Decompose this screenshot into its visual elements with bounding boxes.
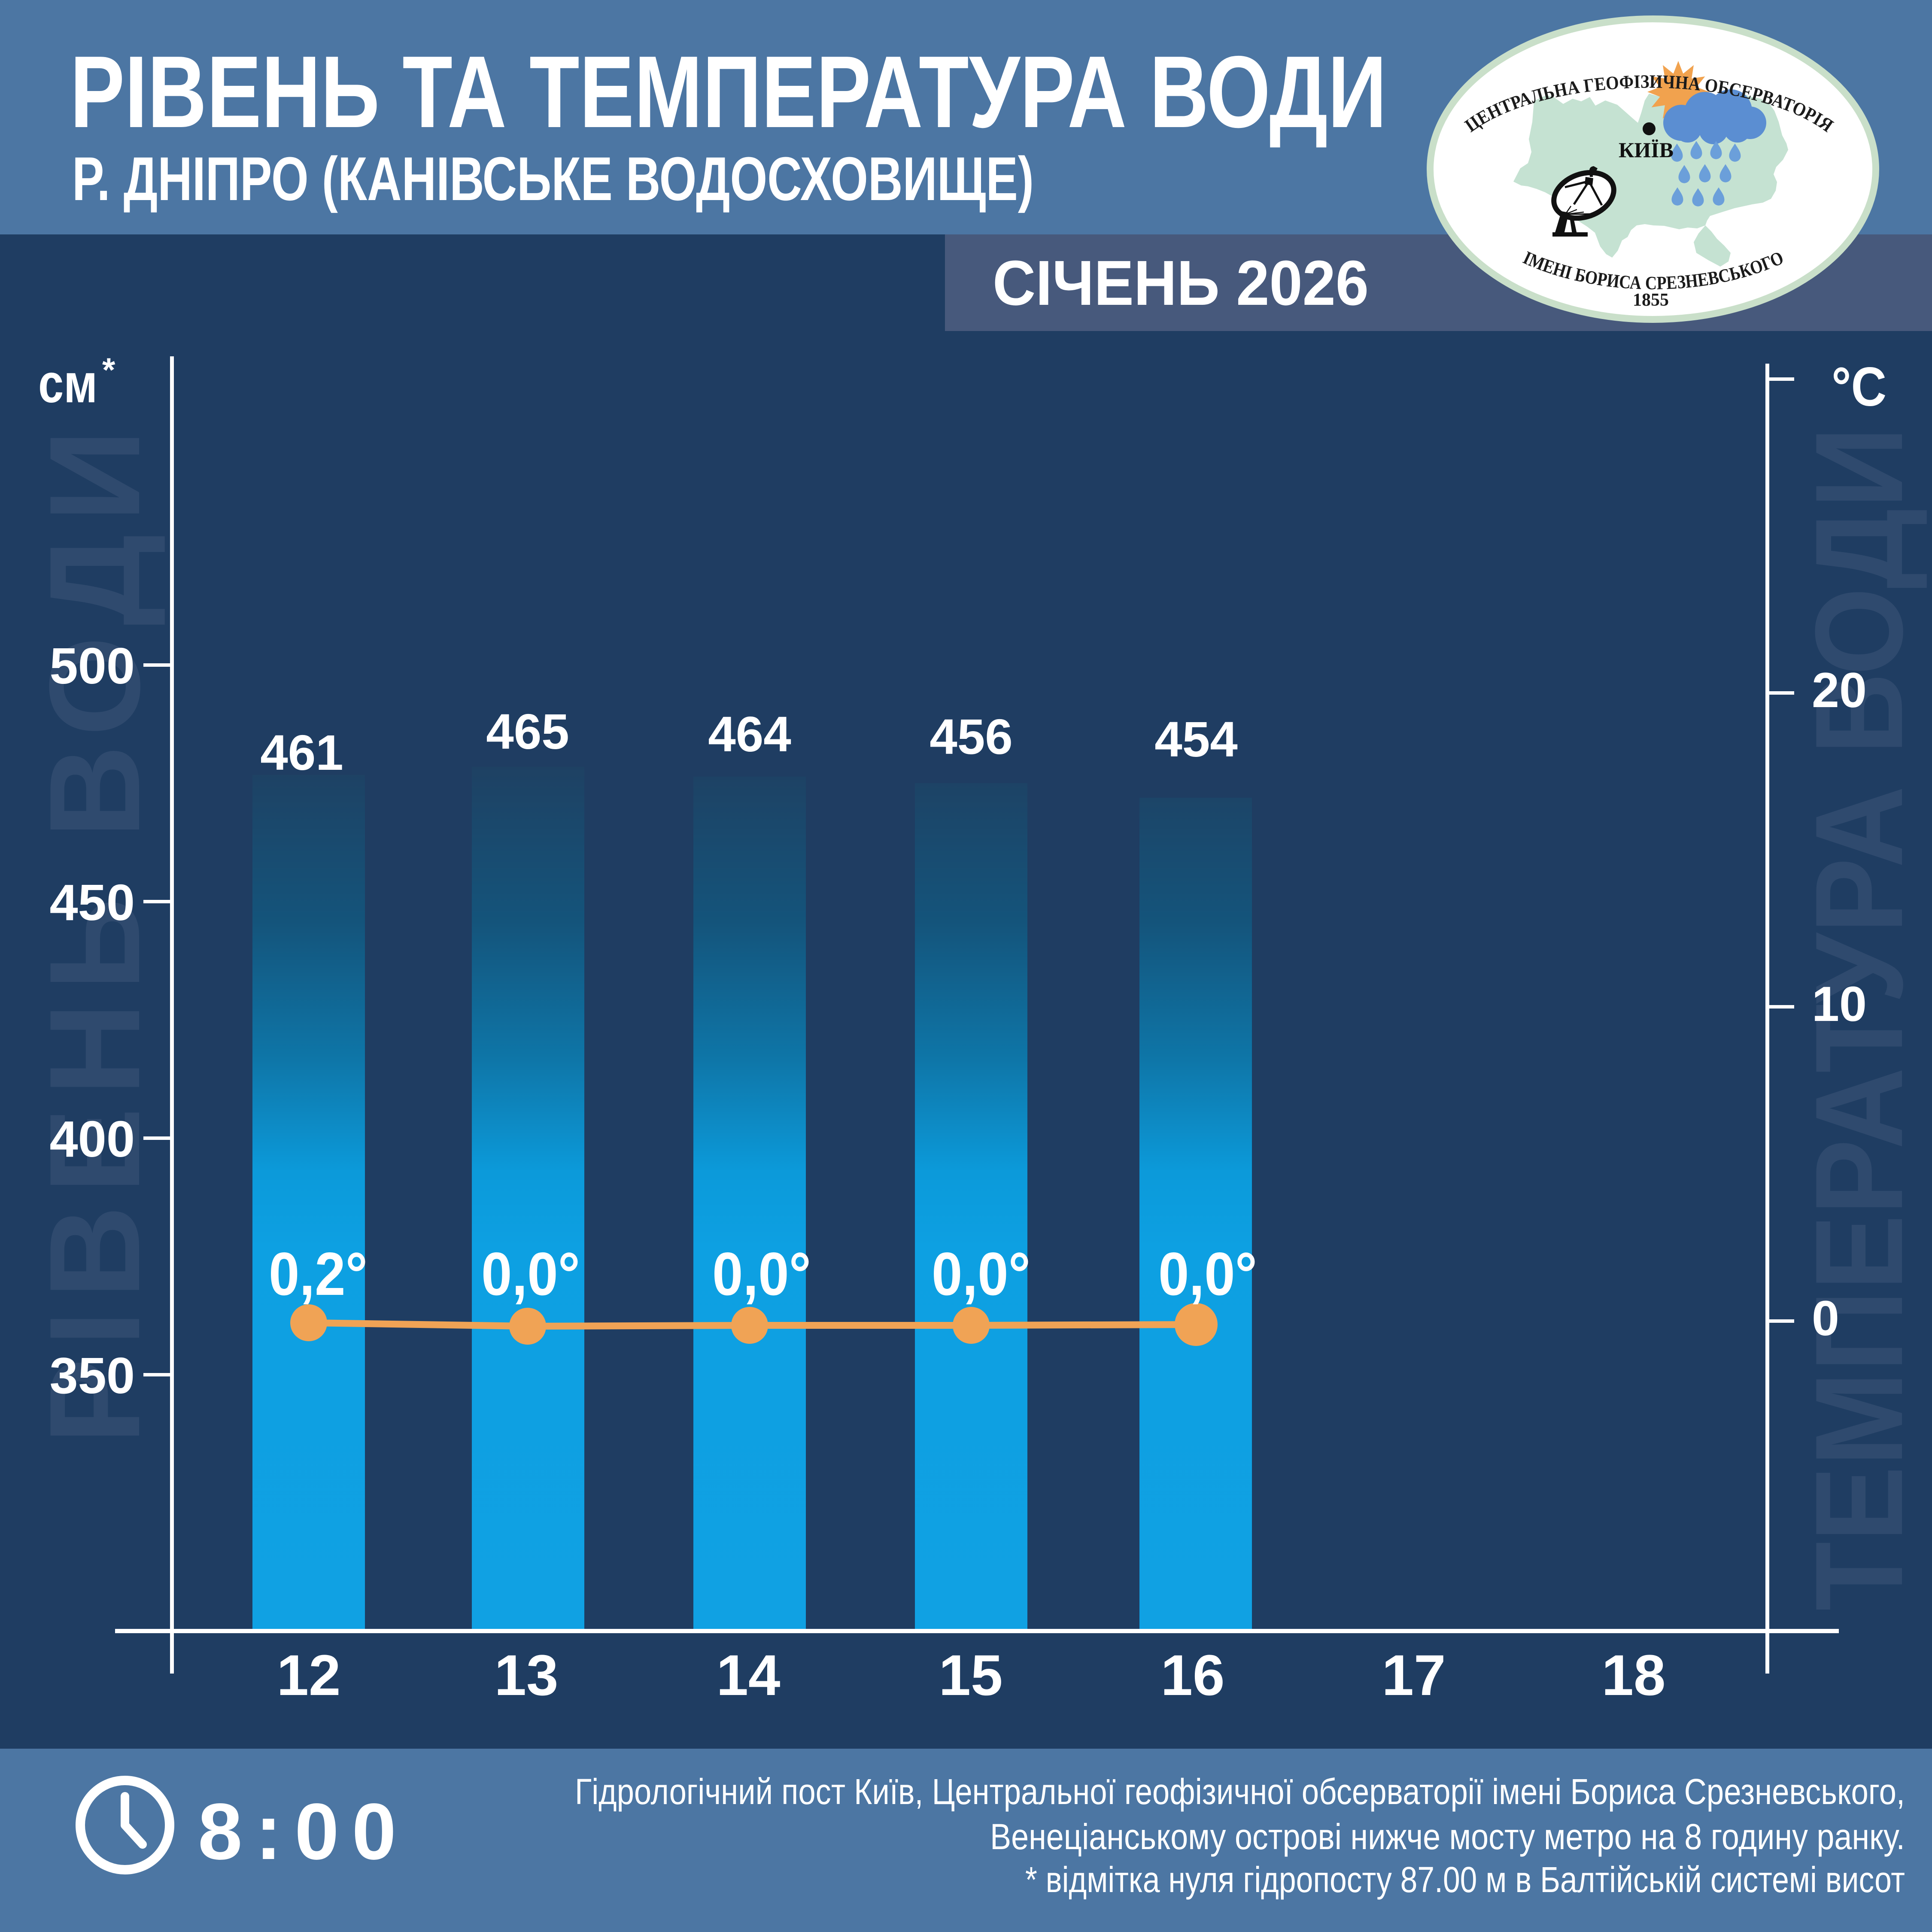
svg-text:0,0°: 0,0° <box>1158 1240 1257 1308</box>
svg-text:0: 0 <box>1812 1291 1839 1346</box>
svg-text:400: 400 <box>49 1111 135 1168</box>
svg-text:10: 10 <box>1812 977 1867 1032</box>
svg-text:14: 14 <box>716 1643 780 1707</box>
svg-text:0,0°: 0,0° <box>712 1240 811 1308</box>
svg-text:450: 450 <box>49 874 135 931</box>
svg-text:°C: °C <box>1832 356 1886 418</box>
svg-text:см: см <box>38 353 97 414</box>
svg-text:0,0°: 0,0° <box>932 1240 1030 1308</box>
svg-text:РІВЕНЬ ТА ТЕМПЕРАТУРА ВОДИ: РІВЕНЬ ТА ТЕМПЕРАТУРА ВОДИ <box>70 35 1387 149</box>
svg-text:СІЧЕНЬ 2026: СІЧЕНЬ 2026 <box>993 248 1369 319</box>
svg-text:1855: 1855 <box>1633 290 1669 310</box>
svg-text:15: 15 <box>939 1643 1002 1707</box>
svg-text:456: 456 <box>930 709 1013 765</box>
svg-text:16: 16 <box>1160 1643 1224 1707</box>
svg-text:Венеціанському острові нижче м: Венеціанському острові нижче мосту метро… <box>990 1817 1905 1857</box>
svg-text:500: 500 <box>49 638 135 695</box>
svg-text:18: 18 <box>1601 1643 1665 1707</box>
svg-text:464: 464 <box>708 706 791 762</box>
svg-text:*: * <box>102 351 115 389</box>
svg-text:17: 17 <box>1382 1643 1446 1707</box>
svg-text:454: 454 <box>1154 711 1238 767</box>
svg-text:* відмітка нуля гідропосту 87.: * відмітка нуля гідропосту 87.00 м в Бал… <box>1025 1859 1905 1900</box>
svg-text:0,0°: 0,0° <box>481 1240 580 1308</box>
svg-text:РІВЕНЬ ВОДИ: РІВЕНЬ ВОДИ <box>22 417 167 1444</box>
svg-text:20: 20 <box>1812 663 1867 718</box>
svg-text:0,2°: 0,2° <box>269 1240 368 1308</box>
svg-text:Гідрологічний пост Київ, Центр: Гідрологічний пост Київ, Центральної гео… <box>575 1771 1905 1812</box>
svg-text:13: 13 <box>494 1643 558 1707</box>
svg-text:КИЇВ: КИЇВ <box>1619 138 1674 162</box>
svg-text:461: 461 <box>260 725 343 781</box>
svg-text:12: 12 <box>276 1643 340 1707</box>
svg-text:8:00: 8:00 <box>198 1787 396 1876</box>
svg-text:465: 465 <box>486 704 569 759</box>
svg-text:Р. ДНІПРО (КАНІВСЬКЕ ВОДОСХОВИ: Р. ДНІПРО (КАНІВСЬКЕ ВОДОСХОВИЩЕ) <box>72 144 1034 213</box>
svg-text:350: 350 <box>49 1347 135 1404</box>
svg-text:ТЕМПЕРАТУРА ВОДИ: ТЕМПЕРАТУРА ВОДИ <box>1789 427 1929 1611</box>
